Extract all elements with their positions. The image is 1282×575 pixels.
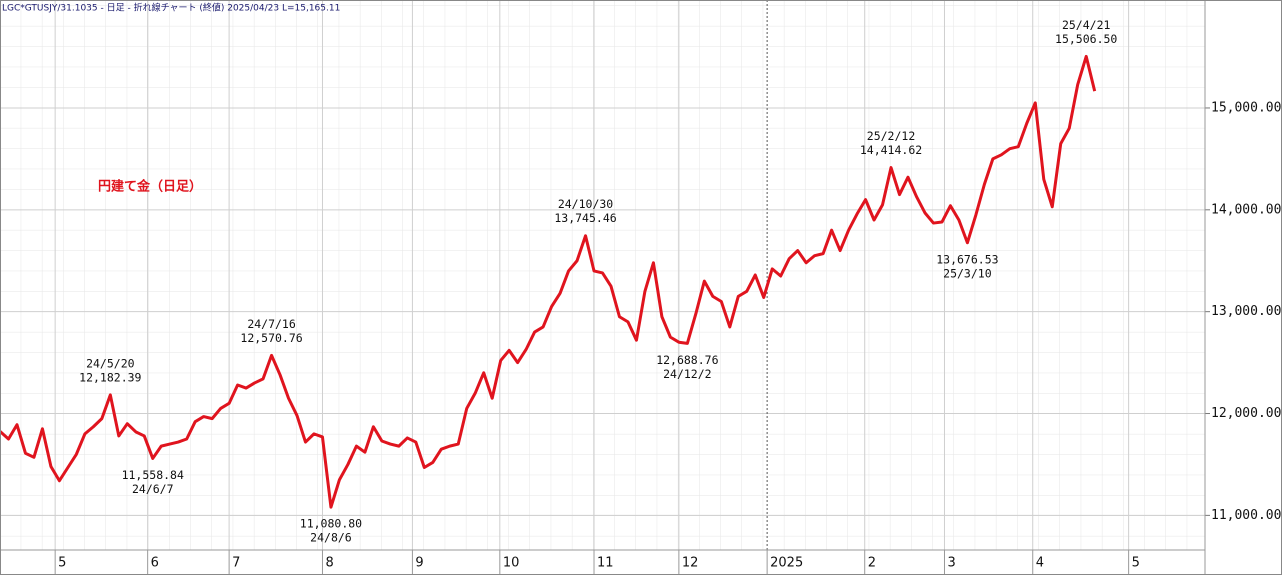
annotation-value: 14,414.62 xyxy=(860,143,922,157)
annotation-value: 13,745.46 xyxy=(554,211,616,225)
annotation-value: 15,506.50 xyxy=(1055,32,1117,46)
annotation-date: 24/7/16 xyxy=(247,317,296,331)
annotation-date: 25/3/10 xyxy=(943,266,992,280)
y-tick-label: 14,000.00 xyxy=(1211,202,1281,217)
annotation-date: 24/12/2 xyxy=(663,367,711,381)
y-tick-label: 13,000.00 xyxy=(1211,304,1281,319)
x-tick-label: 10 xyxy=(503,556,520,571)
x-tick-label: 5 xyxy=(58,556,66,571)
x-tick-label: 12 xyxy=(682,556,699,571)
x-tick-label: 3 xyxy=(947,556,955,571)
annotation-value: 12,570.76 xyxy=(240,331,302,345)
annotation-date: 24/8/6 xyxy=(310,531,352,545)
annotation-date: 24/5/20 xyxy=(86,356,135,370)
x-tick-label: 2 xyxy=(868,556,876,571)
annotation-value: 12,182.39 xyxy=(79,370,141,384)
x-tick-label: 11 xyxy=(597,556,614,571)
price-line xyxy=(0,54,1097,509)
x-tick-label: 8 xyxy=(325,556,333,571)
annotation-date: 25/4/21 xyxy=(1062,18,1111,32)
x-tick-label: 7 xyxy=(232,556,240,571)
header: LGC*GTUSJY/31.1035 - 日足 - 折れ線チャート (終値) 2… xyxy=(2,2,340,14)
x-tick-label: 6 xyxy=(151,556,159,571)
annotation-date: 25/2/12 xyxy=(867,129,915,143)
annotation-value: 13,676.53 xyxy=(936,252,998,266)
y-tick-label: 11,000.00 xyxy=(1211,508,1281,523)
chart-title: 円建て金（日足） xyxy=(98,179,202,195)
annotation-value: 11,558.84 xyxy=(122,468,184,482)
y-tick-label: 15,000.00 xyxy=(1211,100,1281,115)
x-tick-label: 4 xyxy=(1036,556,1044,571)
x-tick-label: 2025 xyxy=(770,556,803,571)
annotation-value: 11,080.80 xyxy=(300,517,362,531)
x-tick-label: 5 xyxy=(1132,556,1140,571)
annotation-date: 24/10/30 xyxy=(558,197,613,211)
annotation-value: 12,688.76 xyxy=(656,353,718,367)
y-tick-label: 12,000.00 xyxy=(1211,406,1281,421)
annotation-date: 24/6/7 xyxy=(132,482,174,496)
x-tick-label: 9 xyxy=(415,556,423,571)
